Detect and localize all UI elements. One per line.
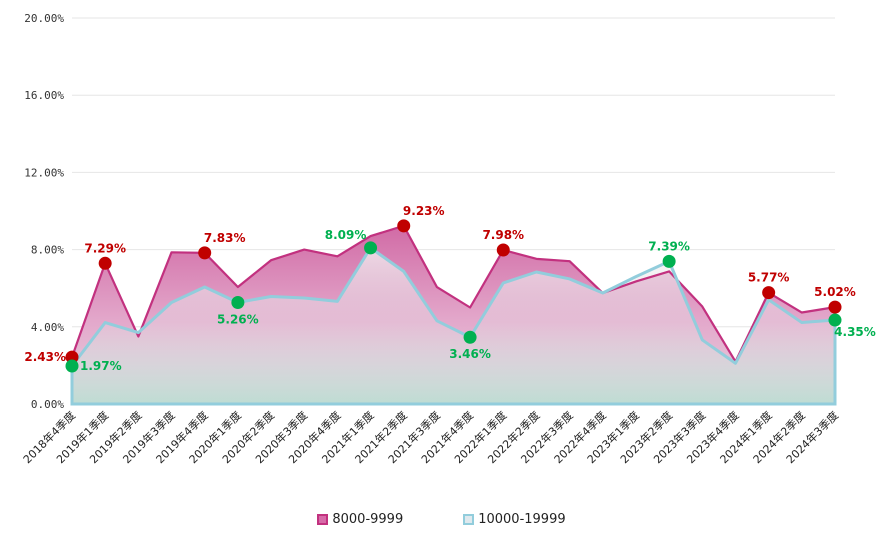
data-label: 1.97% xyxy=(80,359,122,373)
data-point-marker xyxy=(98,256,112,270)
y-tick-label: 20.00% xyxy=(24,12,64,25)
y-tick-label: 8.00% xyxy=(31,244,64,257)
data-point-marker xyxy=(397,219,411,233)
x-axis: 2018年4季度2019年1季度2019年2季度2019年3季度2019年4季度… xyxy=(20,408,841,466)
data-point-marker xyxy=(463,330,477,344)
data-point-marker xyxy=(231,295,245,309)
y-tick-label: 4.00% xyxy=(31,321,64,334)
data-point-marker xyxy=(496,243,510,257)
data-label: 9.23% xyxy=(403,204,445,218)
data-label: 7.83% xyxy=(204,231,246,245)
series-line-10000-19999 xyxy=(70,246,836,367)
data-point-marker xyxy=(364,241,378,255)
data-label: 5.02% xyxy=(814,285,856,299)
data-label: 4.35% xyxy=(834,325,876,339)
data-point-marker xyxy=(198,246,212,260)
legend-swatch-pink xyxy=(317,514,329,525)
data-label: 7.39% xyxy=(648,239,690,253)
data-label: 2.43% xyxy=(24,350,66,364)
series-area-10000-19999 xyxy=(72,247,835,404)
data-point-marker xyxy=(662,254,676,268)
data-point-marker xyxy=(828,313,842,327)
y-tick-label: 12.00% xyxy=(24,166,64,179)
legend-label: 10000-19999 xyxy=(478,512,566,527)
y-tick-label: 16.00% xyxy=(24,89,64,102)
data-label: 3.46% xyxy=(449,347,491,361)
legend-label: 8000-9999 xyxy=(332,512,404,527)
legend-swatch-blue xyxy=(463,514,475,525)
data-label: 8.09% xyxy=(325,228,367,242)
data-point-marker xyxy=(828,300,842,314)
legend: 8000-9999 10000-19999 xyxy=(0,512,883,527)
y-axis: 0.00% 4.00% 8.00% 12.00% 16.00% 20.00% xyxy=(24,12,64,411)
data-label: 5.26% xyxy=(217,312,259,326)
data-point-marker xyxy=(762,286,776,300)
area-border xyxy=(70,320,837,406)
data-point-marker xyxy=(65,359,79,373)
series-areas xyxy=(70,224,837,406)
legend-item-8000-9999[interactable]: 8000-9999 xyxy=(317,512,403,527)
y-tick-label: 0.00% xyxy=(31,398,64,411)
data-label: 7.29% xyxy=(84,241,126,255)
data-label: 5.77% xyxy=(748,271,790,285)
legend-item-10000-19999[interactable]: 10000-19999 xyxy=(463,512,566,527)
data-label: 7.98% xyxy=(482,228,524,242)
annotations: 2.43% 7.29% 7.83% 9.23% 7.98% 5.77% 5.02% 1.97%… xyxy=(24,204,875,373)
